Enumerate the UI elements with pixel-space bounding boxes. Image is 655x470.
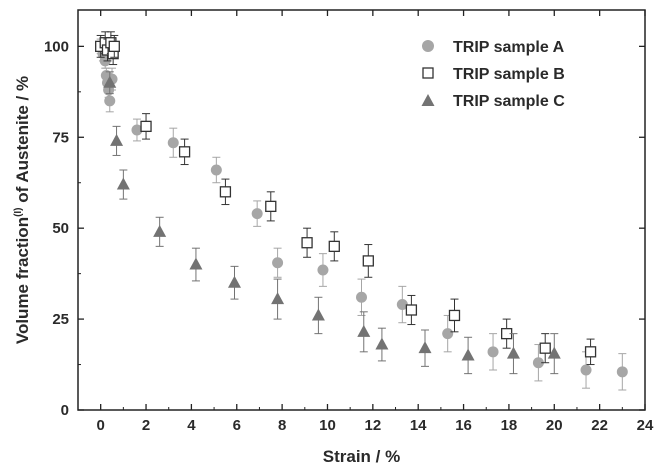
series-c-point bbox=[227, 275, 241, 288]
y-tick-label: 50 bbox=[52, 220, 69, 237]
x-axis-title: Strain / % bbox=[323, 447, 400, 466]
series-b-point bbox=[219, 186, 232, 198]
x-tick-label: 6 bbox=[233, 417, 241, 434]
series-b-point bbox=[448, 309, 461, 322]
series-c-point bbox=[103, 75, 117, 88]
legend: TRIP sample A TRIP sample B TRIP sample … bbox=[421, 39, 565, 110]
data-points bbox=[95, 31, 628, 391]
series-a-point bbox=[317, 264, 329, 276]
series-a-point bbox=[487, 346, 499, 358]
y-axis-title: Volume fraction(I) of Austenite / % bbox=[13, 76, 32, 344]
legend-marker-c bbox=[421, 94, 435, 106]
legend-marker-a bbox=[422, 40, 434, 52]
series-c-point bbox=[547, 346, 561, 359]
series-c-point bbox=[110, 133, 124, 146]
y-axis-title-main: Volume fraction bbox=[13, 217, 32, 344]
series-a-point bbox=[356, 291, 367, 303]
series-c-point bbox=[506, 346, 520, 359]
x-tick-label: 12 bbox=[364, 417, 381, 434]
series-c-point bbox=[189, 257, 203, 270]
x-tick-label: 14 bbox=[410, 417, 427, 434]
series-c-point bbox=[153, 224, 167, 237]
x-tick-label: 20 bbox=[546, 417, 563, 434]
legend-marker-b bbox=[422, 67, 434, 79]
series-c-point bbox=[418, 341, 432, 354]
series-b-point bbox=[405, 304, 418, 316]
legend-item-c: TRIP sample C bbox=[421, 93, 565, 110]
x-tick-label: 4 bbox=[187, 417, 196, 434]
series-c-point bbox=[375, 337, 389, 350]
x-tick-labels: 0 2 4 6 8 10 12 14 16 18 20 22 24 bbox=[97, 417, 654, 434]
series-b bbox=[95, 31, 597, 366]
series-c-point bbox=[461, 348, 475, 361]
series-a-point bbox=[442, 328, 454, 340]
x-tick-label: 24 bbox=[637, 417, 654, 434]
y-tick-label: 0 bbox=[61, 402, 69, 419]
series-c-point bbox=[311, 308, 325, 321]
series-c bbox=[103, 71, 561, 375]
legend-item-a: TRIP sample A bbox=[422, 39, 565, 56]
y-tick-label: 100 bbox=[44, 38, 69, 55]
series-c-point bbox=[116, 177, 130, 190]
x-tick-label: 22 bbox=[591, 417, 608, 434]
y-tick-label: 75 bbox=[52, 129, 69, 146]
series-a-point bbox=[396, 299, 408, 311]
series-b-point bbox=[539, 342, 551, 354]
legend-label-b: TRIP sample B bbox=[453, 66, 565, 83]
series-b-point bbox=[328, 240, 340, 253]
y-axis-title-superscript: (I) bbox=[13, 207, 24, 216]
series-a-point bbox=[131, 124, 143, 136]
series-a bbox=[95, 38, 628, 391]
x-tick-label: 10 bbox=[319, 417, 336, 434]
x-tick-label: 8 bbox=[278, 417, 286, 434]
series-a-point bbox=[272, 257, 284, 269]
series-a-point bbox=[167, 137, 179, 149]
series-b-point bbox=[108, 40, 120, 53]
series-b-point bbox=[178, 146, 191, 158]
x-tick-label: 0 bbox=[97, 417, 105, 434]
series-b-point bbox=[301, 237, 313, 249]
series-a-point bbox=[210, 164, 222, 176]
series-c-point bbox=[357, 324, 371, 337]
x-tick-label: 16 bbox=[455, 417, 472, 434]
x-tick-label: 2 bbox=[142, 417, 150, 434]
series-b-point bbox=[140, 120, 152, 133]
axis-ticks bbox=[77, 10, 646, 411]
legend-label-a: TRIP sample A bbox=[453, 39, 565, 56]
y-tick-labels: 0 25 50 75 100 bbox=[44, 38, 69, 419]
series-a-point bbox=[251, 208, 263, 220]
series-a-point bbox=[580, 364, 592, 376]
series-c-point bbox=[271, 292, 285, 305]
legend-label-c: TRIP sample C bbox=[453, 93, 565, 110]
series-a-point bbox=[616, 366, 628, 378]
series-b-point bbox=[584, 346, 597, 358]
legend-item-b: TRIP sample B bbox=[422, 66, 565, 83]
x-tick-label: 18 bbox=[501, 417, 518, 434]
series-b-point bbox=[265, 200, 277, 213]
y-tick-label: 25 bbox=[52, 311, 69, 328]
series-b-point bbox=[362, 255, 374, 267]
series-a-point bbox=[104, 95, 116, 107]
y-axis-title-suffix: of Austenite / % bbox=[13, 76, 32, 208]
plot-frame bbox=[77, 9, 646, 411]
series-a-point bbox=[532, 357, 544, 369]
